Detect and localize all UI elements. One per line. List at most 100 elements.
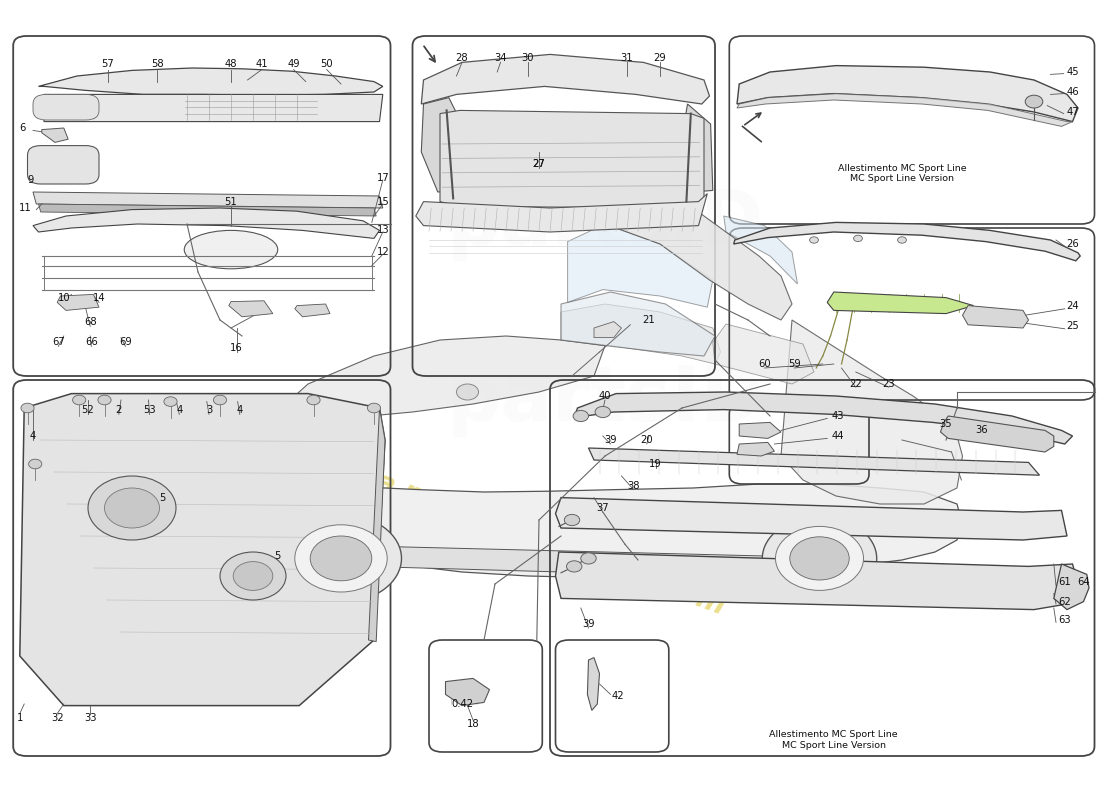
Text: 32: 32: [51, 714, 64, 723]
Ellipse shape: [185, 230, 277, 269]
Circle shape: [29, 459, 42, 469]
Polygon shape: [556, 498, 1067, 540]
Text: 52: 52: [81, 406, 95, 415]
Text: a passion for parts.com: a passion for parts.com: [372, 468, 728, 620]
Circle shape: [367, 403, 381, 413]
Polygon shape: [940, 416, 1054, 452]
Text: 33: 33: [84, 714, 97, 723]
Text: 48: 48: [224, 59, 238, 69]
Text: 47: 47: [1066, 107, 1079, 117]
Text: 22: 22: [849, 379, 862, 389]
Polygon shape: [42, 128, 68, 142]
Polygon shape: [588, 448, 1040, 475]
Text: 9: 9: [28, 175, 34, 185]
Circle shape: [307, 395, 320, 405]
Circle shape: [164, 397, 177, 406]
Text: 29: 29: [653, 53, 667, 62]
Text: 26: 26: [1066, 239, 1079, 249]
Circle shape: [104, 488, 160, 528]
Circle shape: [233, 562, 273, 590]
Text: partsID: partsID: [447, 187, 763, 261]
Polygon shape: [39, 68, 383, 95]
Text: 64: 64: [1077, 578, 1090, 587]
Polygon shape: [962, 306, 1028, 328]
Circle shape: [1025, 95, 1043, 108]
Text: 58: 58: [151, 59, 164, 69]
Polygon shape: [446, 678, 490, 706]
Text: 38: 38: [627, 481, 640, 490]
Circle shape: [73, 395, 86, 405]
Text: 46: 46: [1066, 87, 1079, 97]
Polygon shape: [594, 322, 621, 338]
Circle shape: [810, 237, 818, 243]
Circle shape: [295, 525, 387, 592]
Circle shape: [220, 552, 286, 600]
Text: 5: 5: [160, 493, 166, 502]
Polygon shape: [556, 552, 1078, 610]
Polygon shape: [440, 110, 704, 208]
Circle shape: [573, 410, 588, 422]
Polygon shape: [737, 94, 1072, 126]
Polygon shape: [587, 658, 600, 710]
Polygon shape: [561, 292, 715, 356]
Text: 53: 53: [143, 406, 156, 415]
Polygon shape: [574, 392, 1072, 444]
Text: 28: 28: [455, 53, 469, 62]
Text: 12: 12: [376, 247, 389, 257]
Circle shape: [21, 403, 34, 413]
FancyBboxPatch shape: [33, 94, 99, 120]
Text: 19: 19: [649, 459, 662, 469]
Text: 0.42: 0.42: [451, 699, 473, 709]
Text: 62: 62: [1058, 597, 1071, 606]
Text: 59: 59: [788, 359, 801, 369]
Text: Allestimento MC Sport Line
MC Sport Line Version: Allestimento MC Sport Line MC Sport Line…: [838, 164, 966, 183]
Text: 60: 60: [758, 359, 771, 369]
Circle shape: [456, 384, 478, 400]
Polygon shape: [33, 208, 379, 238]
Polygon shape: [240, 452, 330, 474]
Text: Allestimento MC Sport Line
MC Sport Line Version: Allestimento MC Sport Line MC Sport Line…: [770, 730, 898, 750]
Polygon shape: [561, 304, 720, 364]
Text: 35: 35: [939, 419, 953, 429]
Text: 57: 57: [101, 59, 114, 69]
Polygon shape: [33, 192, 383, 208]
Polygon shape: [605, 204, 792, 320]
FancyBboxPatch shape: [28, 146, 99, 184]
Circle shape: [762, 517, 877, 600]
Polygon shape: [827, 292, 974, 314]
Text: 13: 13: [376, 225, 389, 234]
Polygon shape: [253, 544, 792, 578]
Polygon shape: [229, 301, 273, 317]
Text: 21: 21: [642, 315, 656, 325]
Text: 5: 5: [274, 551, 280, 561]
Circle shape: [310, 536, 372, 581]
Polygon shape: [737, 66, 1078, 122]
Text: 3: 3: [206, 406, 212, 415]
Polygon shape: [680, 104, 713, 192]
Text: 49: 49: [287, 59, 300, 69]
Text: 25: 25: [1066, 322, 1079, 331]
Text: 20: 20: [640, 435, 653, 445]
Polygon shape: [216, 454, 258, 514]
Text: 51: 51: [224, 197, 238, 206]
Circle shape: [88, 476, 176, 540]
Polygon shape: [295, 304, 330, 317]
Polygon shape: [724, 216, 798, 284]
Polygon shape: [421, 54, 710, 104]
Circle shape: [566, 561, 582, 572]
Text: 6: 6: [19, 123, 25, 133]
Text: 40: 40: [598, 391, 612, 401]
Text: 43: 43: [832, 411, 845, 421]
Polygon shape: [44, 94, 383, 122]
Circle shape: [790, 537, 849, 580]
Text: 39: 39: [582, 619, 595, 629]
Text: 4: 4: [30, 431, 36, 441]
Text: 14: 14: [92, 293, 106, 302]
Text: 16: 16: [230, 343, 243, 353]
Circle shape: [854, 235, 862, 242]
Text: 41: 41: [255, 59, 268, 69]
Text: 18: 18: [466, 719, 480, 729]
Text: 24: 24: [1066, 302, 1079, 311]
Text: 45: 45: [1066, 67, 1079, 77]
Text: 27: 27: [532, 159, 546, 169]
